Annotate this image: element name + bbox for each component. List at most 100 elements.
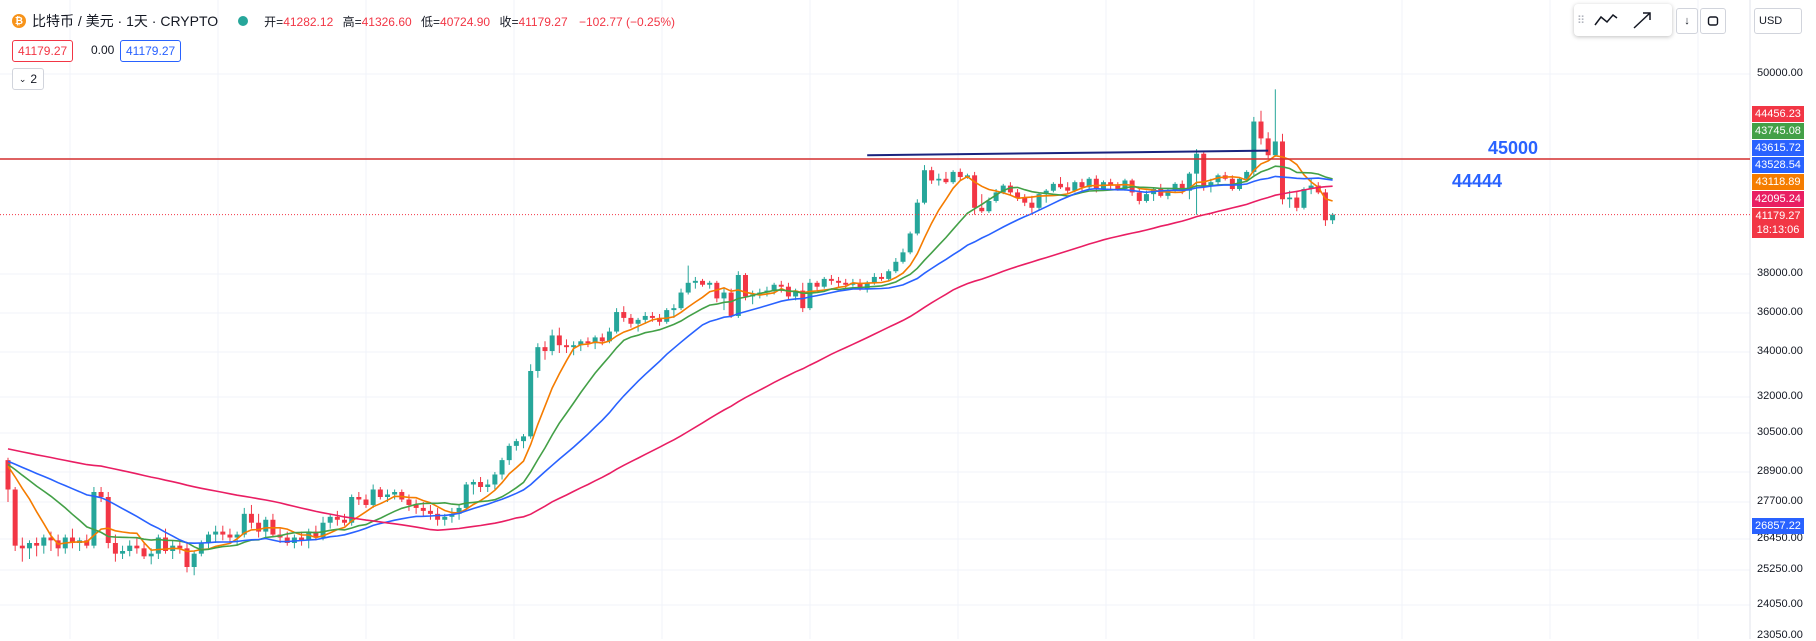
candle-body xyxy=(69,537,75,543)
candle-body xyxy=(1050,183,1056,191)
low-label: 低= xyxy=(421,14,441,29)
candle-body xyxy=(642,315,648,320)
candle-body xyxy=(334,516,340,520)
bar-countdown: 18:13:06 xyxy=(1752,222,1804,238)
candle-body xyxy=(1015,192,1021,198)
candle-body xyxy=(220,531,226,535)
candle-body xyxy=(1244,171,1250,179)
candle-body xyxy=(1315,185,1321,193)
candle-body xyxy=(664,310,670,322)
indicators-toggle[interactable]: ⌄ 2 xyxy=(12,68,44,90)
candle-body xyxy=(1215,175,1221,183)
candle-body xyxy=(707,282,713,285)
candle-body xyxy=(499,460,505,475)
price-badge-low-marker: 26857.22 xyxy=(1752,518,1804,534)
ma-blue-line xyxy=(7,175,1333,545)
candle-body xyxy=(1086,178,1092,188)
candle-body xyxy=(700,280,706,285)
currency-label: USD xyxy=(1759,15,1783,27)
candle-body xyxy=(506,445,512,461)
ma-red-line xyxy=(7,185,1333,532)
candle-body xyxy=(98,492,104,497)
price-tick: 38000.00 xyxy=(1757,267,1803,279)
drag-handle-icon[interactable]: ⠿ xyxy=(1576,14,1586,27)
arrow-down-icon[interactable]: ↓ xyxy=(1676,8,1698,34)
chevron-down-icon: ⌄ xyxy=(18,73,27,84)
candle-body xyxy=(148,553,154,557)
candle-body xyxy=(635,319,641,324)
price-tick: 27700.00 xyxy=(1757,495,1803,507)
price-badge-trendline: 43528.54 xyxy=(1752,157,1804,173)
candle-body xyxy=(370,489,376,505)
candle-body xyxy=(299,537,305,541)
candle-body xyxy=(1265,138,1271,156)
candle-body xyxy=(814,282,820,287)
candle-body xyxy=(685,282,691,293)
candle-body xyxy=(585,341,591,344)
candle-body xyxy=(5,460,11,490)
candle-body xyxy=(384,494,390,497)
price-badge-ma-red: 42095.24 xyxy=(1752,191,1804,207)
candle-body xyxy=(485,484,491,487)
candle-body xyxy=(1108,182,1114,186)
price-tick: 34000.00 xyxy=(1757,345,1803,357)
candle-body xyxy=(807,282,813,309)
arrow-line-icon[interactable] xyxy=(1624,6,1660,34)
price-badge-ma-orange: 43118.89 xyxy=(1752,174,1804,190)
symbol-title[interactable]: 比特币 / 美元 · 1天 · CRYPTO xyxy=(32,13,219,29)
high-label: 高= xyxy=(342,14,362,29)
candle-body xyxy=(1194,153,1200,174)
candle-body xyxy=(678,292,684,309)
candle-body xyxy=(549,335,555,352)
candle-body xyxy=(907,233,913,253)
ma-orange-line xyxy=(7,154,1333,553)
currency-select[interactable]: USD xyxy=(1754,8,1802,34)
candle-body xyxy=(263,519,269,532)
candle-body xyxy=(879,276,885,279)
candle-body xyxy=(320,522,326,538)
candle-body xyxy=(521,436,527,442)
trend-line-icon[interactable] xyxy=(1588,6,1624,34)
candle-body xyxy=(256,522,262,532)
candle-body xyxy=(234,534,240,538)
price-badge-ma-green: 43745.08 xyxy=(1752,123,1804,139)
candle-body xyxy=(1279,141,1285,200)
candle-body xyxy=(571,345,577,348)
trend-line xyxy=(867,149,1269,157)
candle-body xyxy=(1201,153,1207,186)
price-tick: 25250.00 xyxy=(1757,563,1803,575)
candle-body xyxy=(986,200,992,212)
candle-body xyxy=(435,513,441,520)
change-value: −102.77 (−0.25%) xyxy=(578,14,676,29)
candle-body xyxy=(793,290,799,297)
candle-body xyxy=(1065,187,1071,191)
candle-body xyxy=(1308,185,1314,190)
candle-body xyxy=(843,282,849,285)
candle-body xyxy=(821,278,827,287)
candle-body xyxy=(929,170,935,181)
open-label: 开= xyxy=(264,14,284,29)
candle-body xyxy=(213,531,219,535)
buy-price-button[interactable]: 41179.27 xyxy=(120,40,182,62)
line-label-45000[interactable]: 45000 xyxy=(1488,138,1539,158)
candle-body xyxy=(163,537,169,551)
line-label-44444[interactable]: 44444 xyxy=(1452,171,1503,191)
candle-body xyxy=(721,292,727,299)
sell-price-button[interactable]: 41179.27 xyxy=(12,40,74,62)
rectangle-icon[interactable] xyxy=(1700,8,1726,34)
drawing-layer[interactable] xyxy=(0,149,1750,216)
candle-body xyxy=(979,207,985,212)
open-value: 41282.12 xyxy=(283,14,334,29)
candle-body xyxy=(34,543,40,546)
candle-body xyxy=(936,178,942,181)
candle-body xyxy=(692,280,698,283)
candle-body xyxy=(1301,189,1307,208)
candle-body xyxy=(850,282,856,285)
candle-body xyxy=(1072,182,1078,191)
candle-body xyxy=(141,548,147,557)
candle-body xyxy=(342,519,348,523)
candle-body xyxy=(127,545,133,551)
candle-body xyxy=(864,282,870,289)
candle-body xyxy=(377,489,383,497)
